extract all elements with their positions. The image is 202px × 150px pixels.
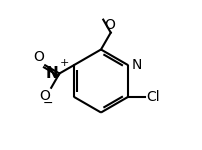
Text: O: O bbox=[34, 50, 44, 64]
Text: −: − bbox=[43, 97, 54, 110]
Text: N: N bbox=[46, 66, 59, 81]
Text: Cl: Cl bbox=[146, 90, 160, 104]
Text: +: + bbox=[60, 57, 69, 68]
Text: N: N bbox=[132, 57, 142, 72]
Text: O: O bbox=[40, 89, 50, 103]
Text: O: O bbox=[105, 18, 115, 32]
